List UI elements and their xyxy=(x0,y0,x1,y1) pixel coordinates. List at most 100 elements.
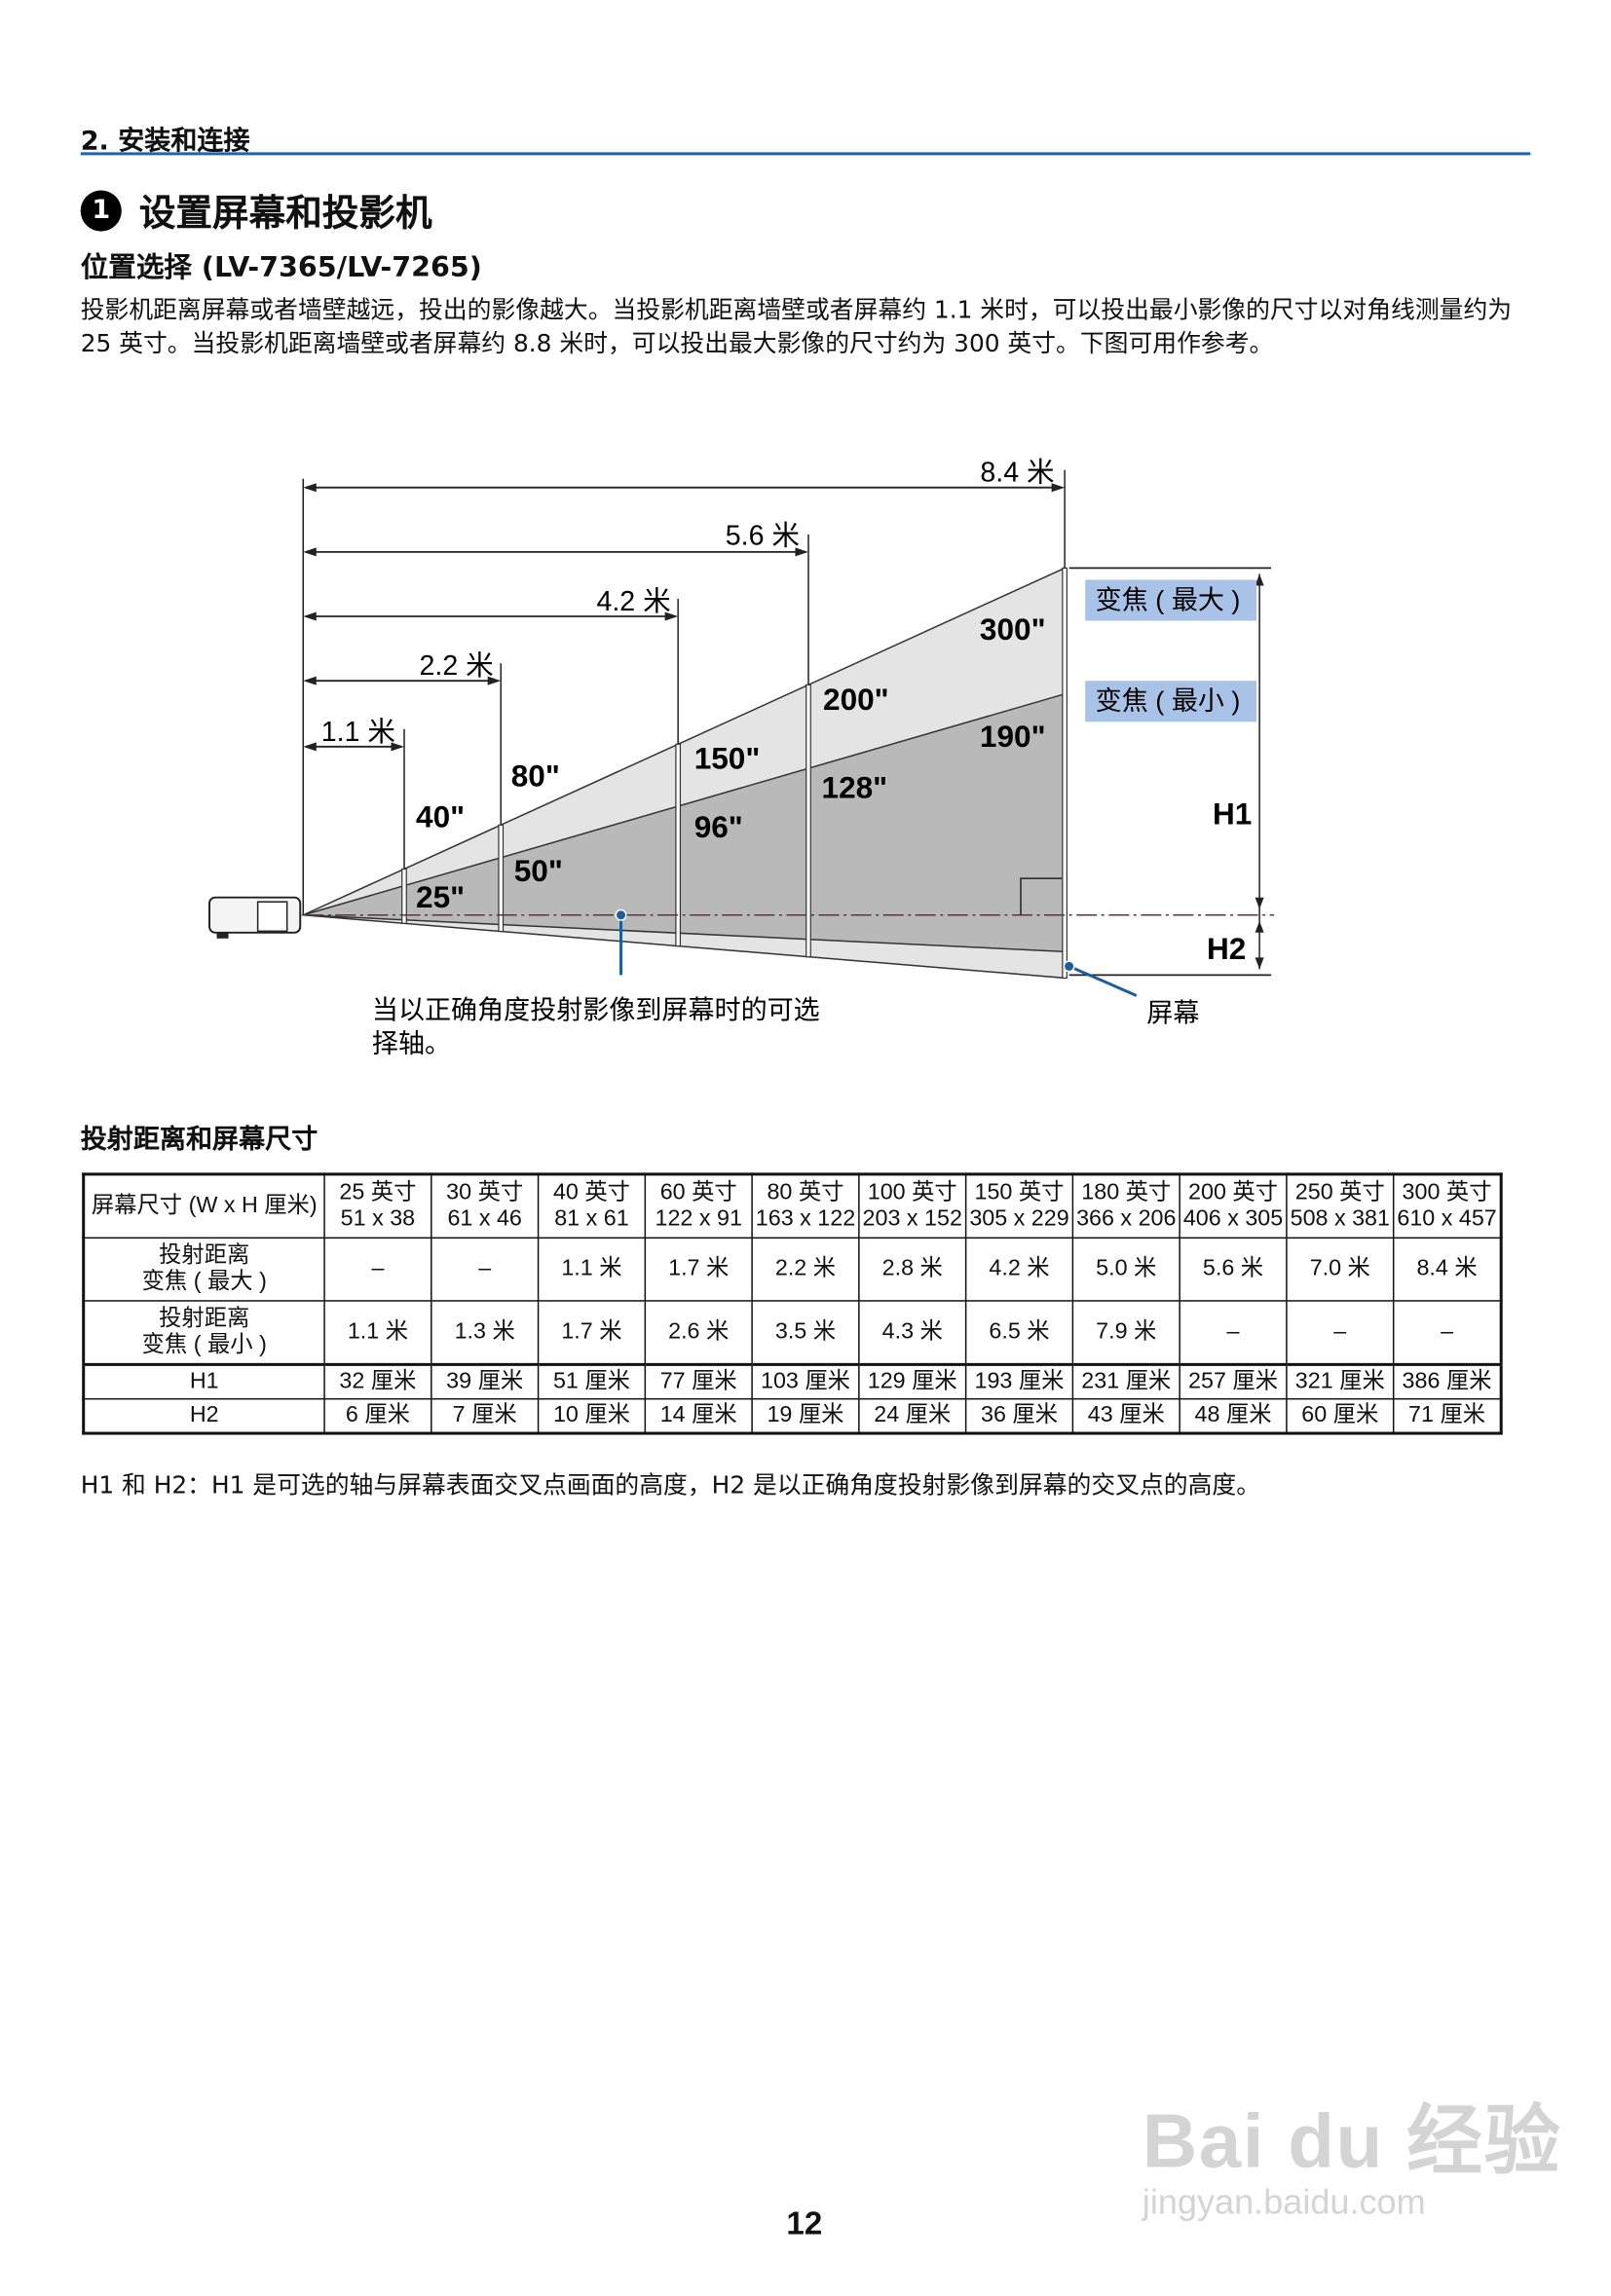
distance-label: 8.4 米 xyxy=(980,458,1054,489)
screen-bar xyxy=(806,684,811,958)
value-cell: 10 厘米 xyxy=(537,1397,647,1434)
table-row: H2 6 厘米 7 厘米 10 厘米 14 厘米 19 厘米 24 厘米 36 厘米 43 厘米… xyxy=(82,1397,1502,1434)
arrowhead xyxy=(303,611,317,621)
screen-label: 屏幕 xyxy=(1146,999,1199,1028)
value-cell: – xyxy=(1286,1300,1395,1366)
size-label-max: 150" xyxy=(694,740,761,775)
header-rule xyxy=(80,152,1531,156)
h1-label: H1 xyxy=(1213,796,1252,832)
h1-h2-note: H1 和 H2：H1 是可选的轴与屏幕表面交叉点画面的高度，H2 是以正确角度投… xyxy=(80,1471,1261,1500)
size-inch: 250 英寸 xyxy=(1294,1179,1385,1205)
size-inch: 150 英寸 xyxy=(974,1179,1065,1205)
value-cell: 36 厘米 xyxy=(964,1397,1074,1434)
size-cell: 200 英寸 406 x 305 xyxy=(1179,1173,1288,1240)
value-cell: 103 厘米 xyxy=(751,1362,860,1400)
size-inch: 200 英寸 xyxy=(1188,1179,1279,1205)
value-cell: 51 厘米 xyxy=(537,1362,647,1400)
arrowhead xyxy=(1255,897,1264,909)
value-cell: 8.4 米 xyxy=(1392,1237,1502,1302)
arrowhead xyxy=(1051,483,1066,493)
size-cm: 203 x 152 xyxy=(862,1205,962,1232)
arrowhead xyxy=(391,742,404,752)
value-cell: 1.1 米 xyxy=(323,1300,432,1366)
value-cell: 71 厘米 xyxy=(1392,1397,1502,1434)
table-header-row: 屏幕尺寸 (W x H 厘米) 25 英寸 51 x 38 30 英寸 61 x 46 4… xyxy=(82,1173,1502,1240)
value-cell: – xyxy=(431,1237,540,1302)
value-cell: – xyxy=(323,1237,432,1302)
size-inch: 25 英寸 xyxy=(339,1179,417,1205)
baidu-watermark: Bai du 经验 jingyan.baidu.com xyxy=(1143,2079,1562,2224)
table-title: 投射距离和屏幕尺寸 xyxy=(80,1124,318,1156)
size-label-min: 96" xyxy=(694,809,743,844)
value-cell: 386 厘米 xyxy=(1392,1362,1502,1400)
size-inch: 300 英寸 xyxy=(1402,1179,1492,1205)
right-angle-mark xyxy=(1020,877,1063,915)
arrowhead xyxy=(1255,957,1264,970)
size-label-min: 50" xyxy=(514,853,563,888)
value-cell: 321 厘米 xyxy=(1286,1362,1395,1400)
size-cm: 163 x 122 xyxy=(755,1205,856,1232)
value-cell: 1.3 米 xyxy=(431,1300,540,1366)
value-cell: 2.6 米 xyxy=(644,1300,753,1366)
value-cell: 231 厘米 xyxy=(1071,1362,1180,1400)
value-cell: 1.7 米 xyxy=(537,1300,647,1366)
value-cell: 6.5 米 xyxy=(964,1300,1074,1366)
row-label-line: 投射距离 xyxy=(159,1306,250,1331)
value-cell: 19 厘米 xyxy=(751,1397,860,1434)
row-label-line: 变焦 ( 最大 ) xyxy=(141,1269,267,1295)
zoom-max-label: 变焦 ( 最大 ) xyxy=(1096,585,1241,614)
size-cm: 610 x 457 xyxy=(1397,1205,1497,1232)
distance-label: 4.2 米 xyxy=(596,586,670,617)
size-cm: 81 x 61 xyxy=(554,1205,629,1232)
section-title: 设置屏幕和投影机 xyxy=(138,191,432,235)
subsection-title: 位置选择 (LV-7365/LV-7265) xyxy=(80,251,482,284)
size-cell: 80 英寸 163 x 122 xyxy=(751,1173,860,1240)
h2-label: H2 xyxy=(1207,931,1246,966)
arrowhead xyxy=(303,676,317,685)
row-label-line: 投射距离 xyxy=(159,1242,250,1269)
watermark-logo: Bai du 经验 xyxy=(1142,2099,1562,2185)
value-cell: 77 厘米 xyxy=(644,1362,753,1400)
size-cell: 150 英寸 305 x 229 xyxy=(964,1173,1074,1240)
arrowhead xyxy=(303,742,317,752)
screen-callout-dot xyxy=(1063,960,1075,973)
watermark-url: jingyan.baidu.com xyxy=(1142,2182,1426,2223)
size-label-max: 300" xyxy=(980,611,1046,647)
table-row: H1 32 厘米 39 厘米 51 厘米 77 厘米 103 厘米 129 厘米 193 厘米… xyxy=(82,1362,1502,1400)
screen-bar xyxy=(1062,567,1068,980)
table-row: 投射距离 变焦 ( 最大 ) – –1.1 米 1.7 米 2.2 米 2.8 米 4.2 米… xyxy=(82,1237,1502,1302)
size-cell: 250 英寸 508 x 381 xyxy=(1286,1173,1395,1240)
header-cell: 屏幕尺寸 (W x H 厘米) xyxy=(82,1173,325,1240)
arrowhead xyxy=(1255,574,1264,586)
size-inch: 60 英寸 xyxy=(659,1179,737,1205)
value-cell: 5.0 米 xyxy=(1071,1237,1180,1302)
projector-foot xyxy=(216,932,229,939)
size-label-max: 80" xyxy=(511,758,560,793)
value-cell: 48 厘米 xyxy=(1179,1397,1288,1434)
size-cell: 180 英寸 366 x 206 xyxy=(1071,1173,1180,1240)
value-cell: 14 厘米 xyxy=(644,1397,753,1434)
axis-caption: 择轴。 xyxy=(372,1029,451,1058)
size-cell: 25 英寸 51 x 38 xyxy=(323,1173,432,1240)
value-cell: 24 厘米 xyxy=(858,1397,967,1434)
screen-callout-line xyxy=(1068,964,1138,997)
value-cell: 7.9 米 xyxy=(1071,1300,1180,1366)
row-label: 投射距离 变焦 ( 最小 ) xyxy=(82,1300,325,1366)
size-label-max: 40" xyxy=(416,799,465,834)
size-cell: 100 英寸 203 x 152 xyxy=(858,1173,967,1240)
value-cell: 4.3 米 xyxy=(858,1300,967,1366)
size-inch: 40 英寸 xyxy=(552,1179,630,1205)
value-cell: 2.2 米 xyxy=(751,1237,860,1302)
value-cell: 257 厘米 xyxy=(1179,1362,1288,1400)
size-inch: 100 英寸 xyxy=(867,1179,957,1205)
intro-paragraph: 投影机距离屏幕或者墙壁越远，投出的影像越大。当投影机距离墙壁或者屏幕约 1.1 … xyxy=(80,295,1513,357)
distance-label: 2.2 米 xyxy=(420,650,494,682)
size-cm: 406 x 305 xyxy=(1182,1205,1284,1232)
size-cell: 60 英寸 122 x 91 xyxy=(644,1173,753,1240)
value-cell: 7 厘米 xyxy=(431,1397,540,1434)
size-cm: 305 x 229 xyxy=(969,1205,1069,1232)
size-label-min: 128" xyxy=(822,769,888,804)
section-number-badge: 1 xyxy=(80,190,122,232)
size-inch: 180 英寸 xyxy=(1081,1179,1172,1205)
